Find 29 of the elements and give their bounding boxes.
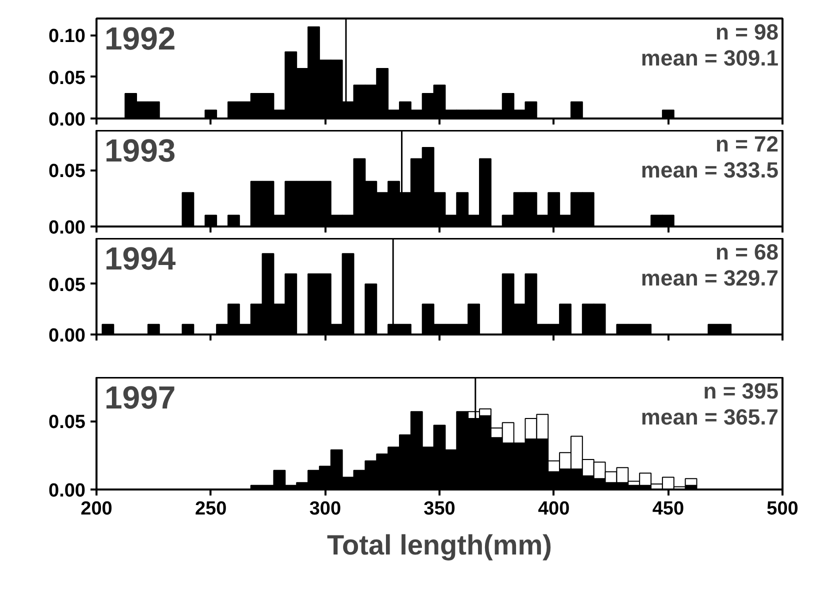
x-tick-label: 250	[194, 498, 227, 520]
chart-title: 1997	[104, 380, 176, 416]
x-tick-label: 500	[766, 498, 798, 520]
chart-title: 1994	[104, 240, 176, 276]
annotation: mean = 365.7	[640, 404, 779, 430]
y-tick-label: 0.05	[48, 274, 86, 296]
y-tick-label: 0.05	[48, 161, 86, 182]
x-tick-label: 400	[538, 498, 570, 520]
y-tick-label: 0.05	[48, 412, 86, 434]
y-tick-label: 0.00	[48, 480, 86, 502]
y-tick-label: 0.00	[48, 218, 86, 238]
y-tick-label: 0.05	[48, 68, 86, 89]
chart-title: 1992	[104, 20, 176, 56]
x-tick-label: 450	[652, 498, 684, 520]
y-tick-label: 0.10	[48, 26, 86, 48]
x-tick-label: 200	[80, 498, 112, 520]
annotation: n = 72	[716, 132, 779, 156]
y-tick-label: 0.00	[48, 110, 86, 130]
y-tick-label: 0.00	[48, 326, 86, 346]
x-tick-label: 300	[309, 498, 342, 520]
annotation: mean = 309.1	[640, 46, 779, 70]
annotation: mean = 329.7	[640, 266, 779, 290]
x-tick-label: 350	[424, 498, 456, 520]
annotation: n = 68	[716, 240, 779, 264]
annotation: mean = 333.5	[640, 158, 779, 182]
annotation: n = 98	[716, 20, 779, 44]
x-axis-title: Total length(mm)	[326, 530, 552, 560]
chart-title: 1993	[104, 132, 176, 168]
annotation: n = 395	[703, 378, 778, 404]
